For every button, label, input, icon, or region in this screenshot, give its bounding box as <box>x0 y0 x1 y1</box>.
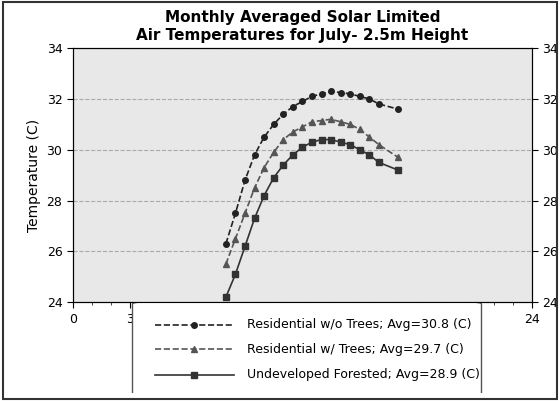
Undeveloped Forested; Avg=28.9 (C) <box>251 216 258 221</box>
Undeveloped Forested; Avg=28.9 (C) <box>290 152 296 157</box>
Undeveloped Forested; Avg=28.9 (C) <box>356 147 363 152</box>
Residential w/ Trees; Avg=29.7 (C) <box>232 236 239 241</box>
Undeveloped Forested; Avg=28.9 (C) <box>280 162 287 167</box>
Undeveloped Forested; Avg=28.9 (C) <box>376 160 382 165</box>
Undeveloped Forested; Avg=28.9 (C) <box>270 175 277 180</box>
Residential w/o Trees; Avg=30.8 (C) <box>328 89 334 94</box>
Residential w/o Trees; Avg=30.8 (C) <box>366 97 373 101</box>
Undeveloped Forested; Avg=28.9 (C) <box>261 193 268 198</box>
Residential w/ Trees; Avg=29.7 (C) <box>366 135 373 140</box>
Undeveloped Forested; Avg=28.9 (C) <box>366 152 373 157</box>
Text: Residential w/o Trees; Avg=30.8 (C): Residential w/o Trees; Avg=30.8 (C) <box>248 318 472 331</box>
Residential w/ Trees; Avg=29.7 (C) <box>251 186 258 190</box>
Residential w/o Trees; Avg=30.8 (C) <box>242 178 249 183</box>
Text: Residential w/ Trees; Avg=29.7 (C): Residential w/ Trees; Avg=29.7 (C) <box>248 343 464 356</box>
X-axis label: Time (hr): Time (hr) <box>270 331 334 345</box>
Residential w/o Trees; Avg=30.8 (C) <box>261 135 268 140</box>
Undeveloped Forested; Avg=28.9 (C) <box>309 140 315 144</box>
Residential w/ Trees; Avg=29.7 (C) <box>356 127 363 132</box>
Undeveloped Forested; Avg=28.9 (C) <box>395 168 402 172</box>
Residential w/o Trees; Avg=30.8 (C) <box>376 101 382 106</box>
Residential w/o Trees; Avg=30.8 (C) <box>318 91 325 96</box>
Undeveloped Forested; Avg=28.9 (C) <box>328 137 334 142</box>
Residential w/o Trees; Avg=30.8 (C) <box>299 99 306 104</box>
Residential w/o Trees; Avg=30.8 (C) <box>347 91 353 96</box>
Residential w/o Trees; Avg=30.8 (C) <box>251 152 258 157</box>
Line: Residential w/o Trees; Avg=30.8 (C): Residential w/o Trees; Avg=30.8 (C) <box>223 89 401 247</box>
Residential w/ Trees; Avg=29.7 (C) <box>222 262 229 267</box>
Residential w/o Trees; Avg=30.8 (C) <box>232 211 239 216</box>
Residential w/ Trees; Avg=29.7 (C) <box>318 118 325 123</box>
Undeveloped Forested; Avg=28.9 (C) <box>222 295 229 300</box>
Undeveloped Forested; Avg=28.9 (C) <box>318 137 325 142</box>
Residential w/o Trees; Avg=30.8 (C) <box>356 94 363 99</box>
FancyBboxPatch shape <box>133 302 482 395</box>
Residential w/ Trees; Avg=29.7 (C) <box>261 165 268 170</box>
Residential w/o Trees; Avg=30.8 (C) <box>270 122 277 127</box>
Undeveloped Forested; Avg=28.9 (C) <box>337 140 344 144</box>
Y-axis label: Temperature (C): Temperature (C) <box>27 119 41 232</box>
Residential w/ Trees; Avg=29.7 (C) <box>299 124 306 129</box>
Undeveloped Forested; Avg=28.9 (C) <box>299 145 306 150</box>
Residential w/o Trees; Avg=30.8 (C) <box>309 94 315 99</box>
Residential w/ Trees; Avg=29.7 (C) <box>242 211 249 216</box>
Undeveloped Forested; Avg=28.9 (C) <box>347 142 353 147</box>
Residential w/o Trees; Avg=30.8 (C) <box>290 104 296 109</box>
Line: Undeveloped Forested; Avg=28.9 (C): Undeveloped Forested; Avg=28.9 (C) <box>223 137 401 300</box>
Residential w/ Trees; Avg=29.7 (C) <box>290 130 296 134</box>
Residential w/ Trees; Avg=29.7 (C) <box>376 142 382 147</box>
Residential w/ Trees; Avg=29.7 (C) <box>337 119 344 124</box>
Undeveloped Forested; Avg=28.9 (C) <box>242 244 249 249</box>
Text: Undeveloped Forested; Avg=28.9 (C): Undeveloped Forested; Avg=28.9 (C) <box>248 369 480 381</box>
Residential w/ Trees; Avg=29.7 (C) <box>309 119 315 124</box>
Residential w/ Trees; Avg=29.7 (C) <box>347 122 353 127</box>
Residential w/o Trees; Avg=30.8 (C) <box>280 112 287 117</box>
Line: Residential w/ Trees; Avg=29.7 (C): Residential w/ Trees; Avg=29.7 (C) <box>223 117 401 267</box>
Residential w/ Trees; Avg=29.7 (C) <box>280 137 287 142</box>
Residential w/ Trees; Avg=29.7 (C) <box>328 117 334 122</box>
Title: Monthly Averaged Solar Limited
Air Temperatures for July- 2.5m Height: Monthly Averaged Solar Limited Air Tempe… <box>136 10 469 43</box>
Residential w/ Trees; Avg=29.7 (C) <box>395 155 402 160</box>
Undeveloped Forested; Avg=28.9 (C) <box>232 272 239 277</box>
Residential w/o Trees; Avg=30.8 (C) <box>395 107 402 111</box>
Residential w/o Trees; Avg=30.8 (C) <box>222 241 229 246</box>
Residential w/o Trees; Avg=30.8 (C) <box>337 90 344 95</box>
Residential w/ Trees; Avg=29.7 (C) <box>270 150 277 155</box>
